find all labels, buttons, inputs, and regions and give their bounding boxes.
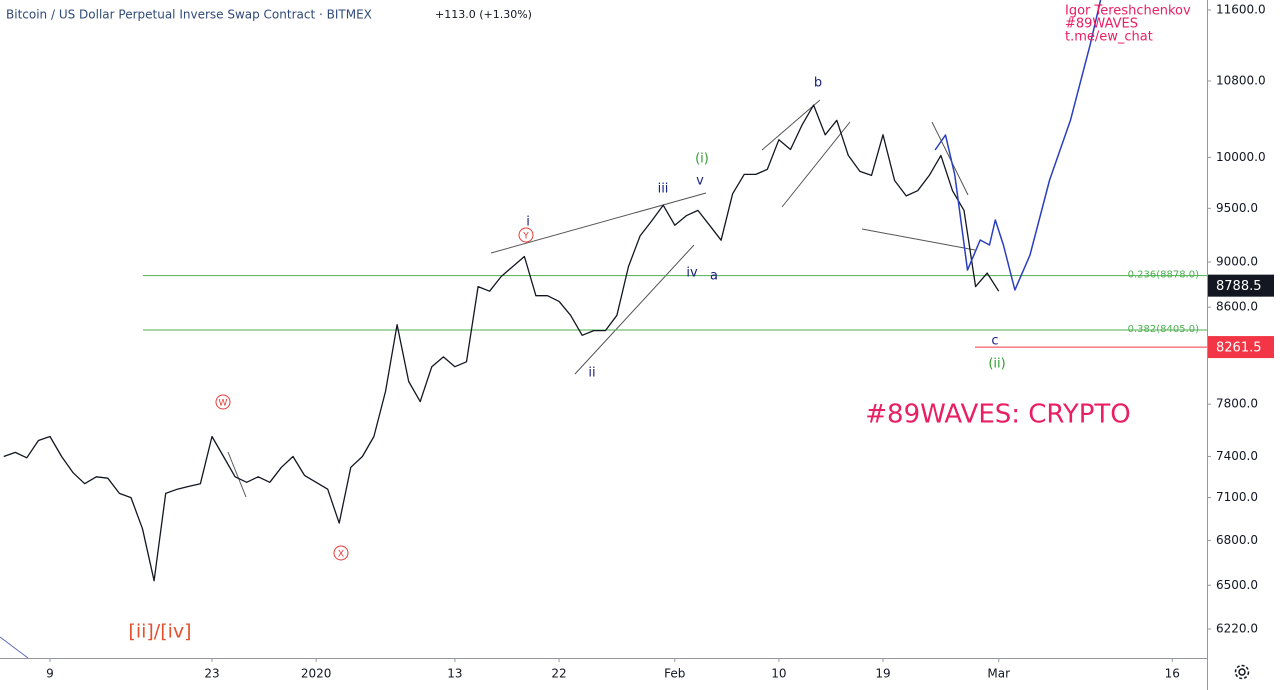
trend-line [490,192,707,254]
settings-icon[interactable] [1234,664,1250,680]
trend-line [0,636,29,659]
annotation: c [991,334,998,349]
x-tick-label: 10 [771,667,786,681]
trend-line [761,99,821,151]
x-tick-label: 9 [46,667,54,681]
y-tick-label: 11600.0 [1216,2,1266,16]
y-tick-label: 10800.0 [1216,73,1266,87]
x-tick-label: 13 [447,667,462,681]
projection-line [934,0,1102,291]
x-tick-label: 19 [875,667,890,681]
trend-line [227,451,247,498]
chart-title: Bitcoin / US Dollar Perpetual Inverse Sw… [6,8,372,22]
y-tick-label: 7800.0 [1216,397,1258,411]
x-tick-label: Feb [664,667,685,681]
y-tick-label: 7400.0 [1216,449,1258,463]
y-tick-label: 6800.0 [1216,533,1258,547]
wave-circle [518,227,534,243]
annotation: v [696,174,704,189]
y-tick-label: 10000.0 [1216,150,1266,164]
price-line [3,104,1000,582]
y-tick-label: 7100.0 [1216,490,1258,504]
annotation: i [526,215,530,230]
y-tick-label: 9000.0 [1216,255,1258,269]
annotation: ii [588,366,595,381]
trend-lines [0,99,976,659]
y-tick-label: 6500.0 [1216,578,1258,592]
price-tag-label: 8788.5 [1216,279,1262,294]
annotation: Y [522,232,529,242]
y-tick-label: 6220.0 [1216,621,1258,635]
annotation: [ii]/[iv] [128,621,191,643]
annotation: b [814,76,822,91]
annotation: #89WAVES [1065,17,1138,32]
fib-label: 0.382(8405.0) [1128,324,1200,335]
wave-circle [333,545,349,561]
price-tag-label: 8261.5 [1216,341,1262,356]
annotation: iv [686,266,698,281]
price-tag [1208,336,1274,359]
x-tick-label: Mar [987,667,1010,681]
trend-line [861,228,976,251]
annotation: a [710,269,718,284]
fib-label: 0.236(8878.0) [1128,270,1200,281]
trend-line [781,121,851,208]
annotation: X [338,550,344,560]
annotation: (ii) [988,357,1005,372]
price-change: +113.0 (+1.30%) [435,8,532,21]
annotation: W [219,399,228,409]
trend-line [574,244,695,375]
price-tag [1208,274,1274,297]
annotation: (i) [695,152,709,167]
x-tick-label: 23 [204,667,219,681]
annotation: #89WAVES: CRYPTO [865,400,1130,430]
trend-line [931,121,969,196]
annotation: t.me/ew_chat [1065,30,1153,45]
x-tick-label: 22 [551,667,566,681]
wave-circle [215,394,231,410]
annotation: Igor Tereshchenkov [1065,4,1191,19]
x-tick-label: 2020 [301,667,332,681]
annotation: iii [658,182,669,197]
y-tick-label: 8600.0 [1216,300,1258,314]
x-tick-label: 16 [1165,667,1180,681]
y-tick-label: 9500.0 [1216,201,1258,215]
